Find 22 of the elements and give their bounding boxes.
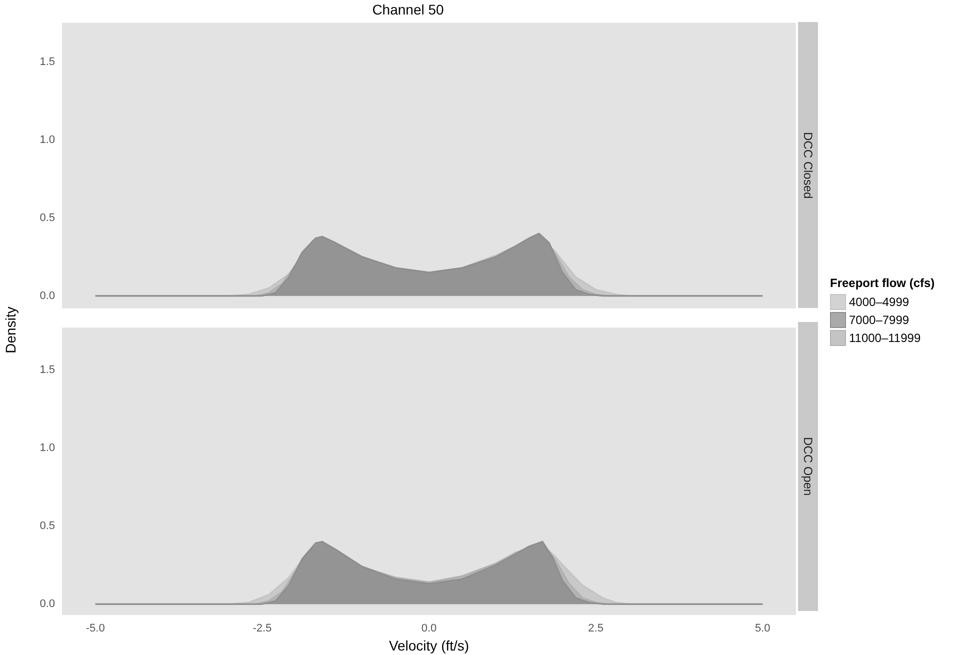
legend-label: 11000–11999 (849, 331, 921, 345)
text: DCC Open (801, 437, 815, 496)
y-tick-label: 1.5 (40, 364, 55, 376)
legend-label: 7000–7999 (849, 313, 910, 327)
x-tick-label: -2.5 (252, 622, 272, 635)
y-tick-label: 0.0 (40, 290, 55, 302)
y-tick-label: 1.0 (40, 442, 55, 454)
text: DCC Closed (801, 132, 815, 198)
y-tick-label: 0.5 (40, 520, 55, 532)
y-tick-label: 1.0 (40, 134, 55, 146)
legend-label: 4000–4999 (849, 295, 910, 309)
x-tick-label: -5.0 (86, 622, 105, 635)
x-axis-title: Velocity (ft/s) (388, 637, 470, 654)
y-axis-title: Density (2, 306, 18, 354)
x-tick-label: 5.0 (754, 622, 770, 635)
x-tick-label: 2.5 (588, 622, 604, 635)
y-tick-label: 1.5 (40, 56, 55, 68)
y-tick-label: 0.5 (40, 212, 55, 224)
y-tick-label: 0.0 (40, 598, 55, 610)
chart-title: Channel 50 (372, 1, 444, 18)
x-tick-label: 0.0 (421, 622, 437, 635)
legend-title: Freeport flow (cfs) (830, 276, 935, 290)
